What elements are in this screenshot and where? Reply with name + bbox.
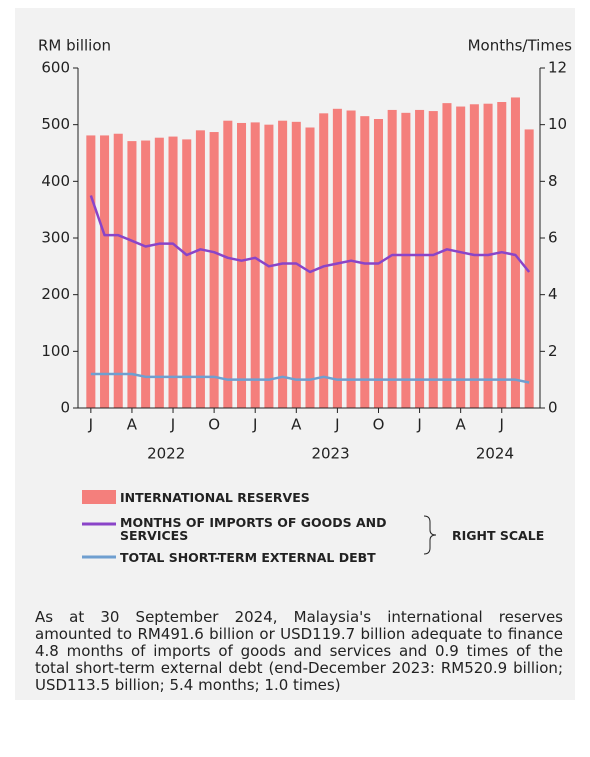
bar	[319, 113, 329, 408]
y2-tick-label: 0	[548, 399, 558, 417]
y-axis-label: RM billion	[38, 37, 111, 55]
bar	[346, 110, 356, 408]
bar	[168, 136, 178, 409]
bar	[141, 140, 151, 409]
line-series	[89, 195, 531, 274]
bar	[127, 141, 137, 408]
y2-tick-label: 4	[548, 285, 558, 303]
right-scale-label: RIGHT SCALE	[452, 528, 545, 543]
x-tick-label: J	[499, 416, 504, 434]
y2-axis-label: Months/Times	[468, 37, 573, 55]
y2-tick-label: 2	[548, 342, 558, 360]
x-tick-label: J	[416, 416, 421, 434]
y2-tick-label: 6	[548, 229, 558, 247]
y-tick-label: 200	[41, 285, 70, 303]
brace	[423, 515, 437, 555]
bar	[209, 132, 219, 409]
y2-tick-label: 10	[548, 115, 567, 133]
bar	[524, 129, 534, 408]
x-tick-label: O	[208, 416, 220, 434]
bar	[428, 111, 438, 409]
bar	[456, 106, 466, 409]
y-tick-label: 300	[41, 229, 70, 247]
bar	[442, 103, 452, 408]
bar	[360, 116, 370, 409]
legend-entry: MONTHS OF IMPORTS OF GOODS AND SERVICES	[120, 515, 387, 543]
bar	[332, 108, 342, 409]
y-tick-label: 500	[41, 115, 70, 133]
note: As at 30 September 2024, Malaysia's inte…	[35, 608, 563, 694]
bar	[387, 109, 397, 408]
year-label: 2023	[311, 445, 349, 463]
bar	[497, 102, 507, 408]
y-tick-label: 600	[41, 59, 70, 77]
line-series	[90, 372, 530, 384]
chart: RM billion Months/Times 0100200300400500…	[38, 37, 573, 559]
x-tick-label: A	[291, 416, 302, 434]
y2-tick-label: 12	[548, 59, 567, 77]
bar	[415, 109, 425, 408]
bar	[182, 139, 192, 408]
bar	[401, 112, 411, 408]
x-tick-label: A	[127, 416, 138, 434]
x-tick-label: J	[88, 416, 93, 434]
x-tick-label: J	[170, 416, 175, 434]
x-tick-label: A	[456, 416, 467, 434]
legend-entry: INTERNATIONAL RESERVES	[120, 490, 310, 505]
bar	[510, 97, 520, 408]
y2-tick-label: 8	[548, 172, 558, 190]
bar	[113, 133, 123, 408]
bar	[86, 135, 96, 408]
bar	[250, 122, 260, 409]
x-tick-label: J	[252, 416, 257, 434]
y-tick-label: 0	[60, 399, 70, 417]
bar	[305, 127, 315, 408]
y-tick-label: 400	[41, 172, 70, 190]
y-tick-label: 100	[41, 342, 70, 360]
x-tick-label: O	[373, 416, 385, 434]
legend-swatch	[82, 490, 116, 504]
bar	[236, 122, 247, 408]
bar	[154, 137, 164, 408]
bar	[100, 135, 110, 408]
x-tick-label: J	[334, 416, 339, 434]
legend-entry: TOTAL SHORT-TERM EXTERNAL DEBT	[120, 550, 376, 565]
year-label: 2024	[476, 445, 514, 463]
year-label: 2022	[147, 445, 185, 463]
bar	[195, 130, 205, 409]
bar	[223, 120, 233, 408]
